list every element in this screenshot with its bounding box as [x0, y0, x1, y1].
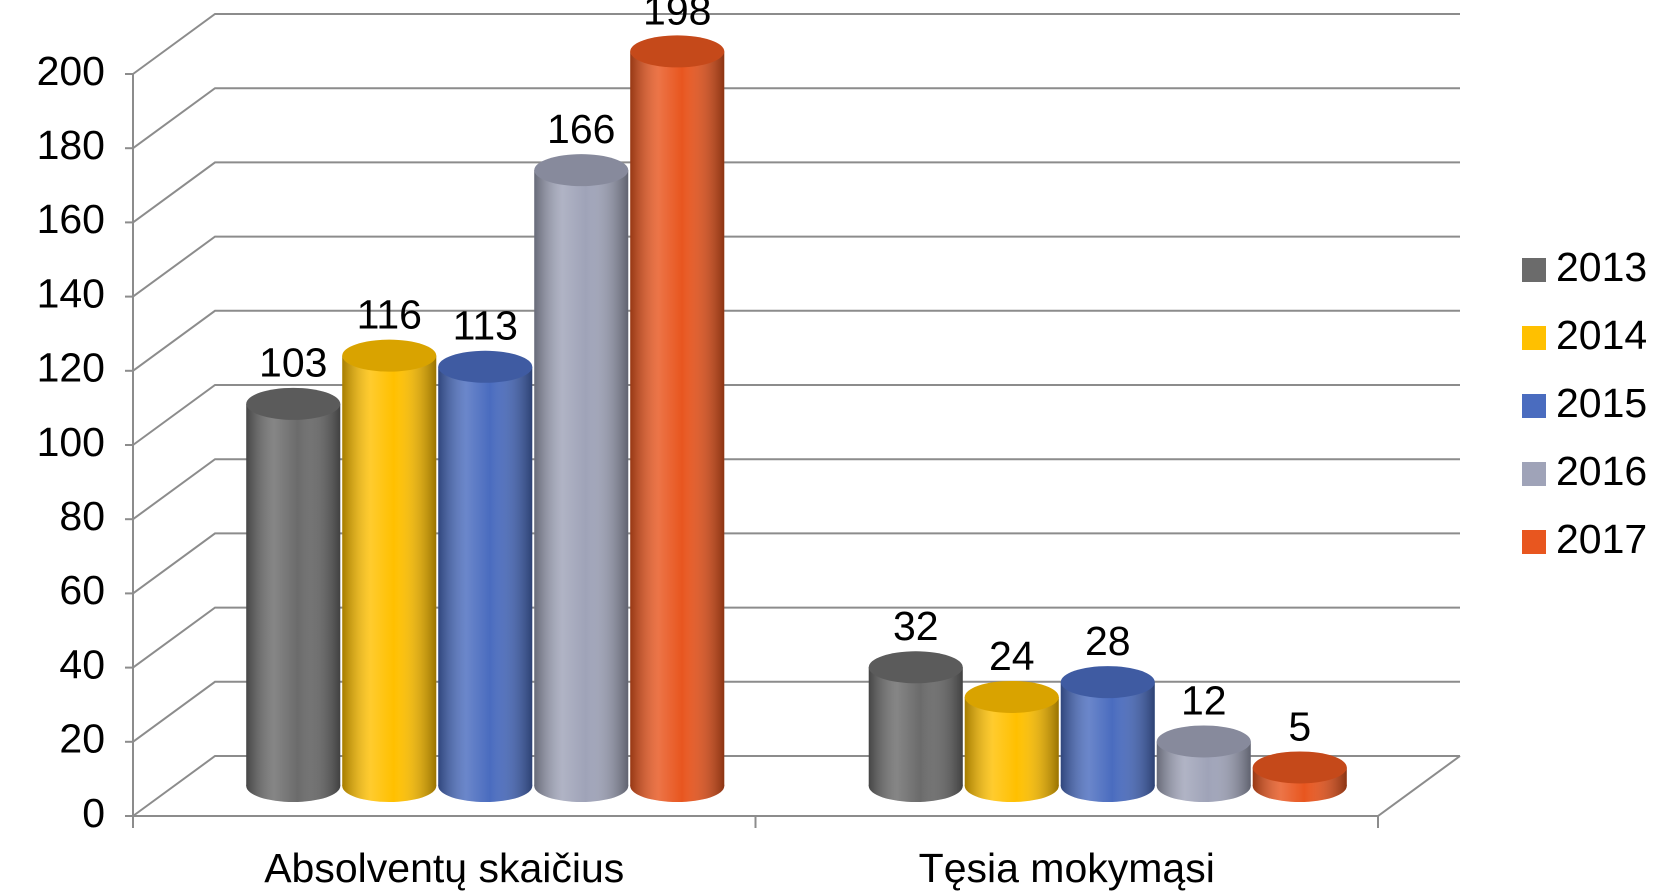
y-tick-label: 20 [59, 716, 105, 762]
grid-line [132, 161, 1460, 224]
bar-top [1156, 725, 1251, 758]
bar-top [1060, 666, 1155, 699]
data-label: 113 [453, 303, 518, 349]
bar-shade [438, 366, 533, 786]
bar-shade [1060, 682, 1155, 786]
bar-top-shade [1060, 666, 1155, 699]
data-label: 12 [1181, 677, 1227, 723]
legend-label: 2014 [1556, 312, 1647, 358]
y-tick-label: 60 [59, 567, 105, 613]
bar-top-shade [246, 387, 341, 420]
legend-swatch [1522, 258, 1546, 282]
bar-top-shade [868, 651, 963, 684]
legend-label: 2017 [1556, 516, 1647, 562]
data-label: 166 [547, 106, 615, 152]
bar-top [246, 387, 341, 420]
legend-swatch [1522, 530, 1546, 554]
y-tick-label: 0 [82, 790, 105, 836]
legend-swatch [1522, 462, 1546, 486]
grid-line [132, 87, 1460, 150]
data-label: 116 [357, 291, 422, 337]
bar-top [630, 35, 725, 68]
bar-top [1252, 751, 1347, 784]
data-label: 198 [643, 0, 711, 33]
grid-line [132, 384, 1460, 446]
y-tick-label: 180 [37, 122, 105, 168]
x-tick-label: Tęsia mokymąsi [919, 845, 1215, 891]
y-tick-label: 120 [37, 345, 105, 391]
bar-top-shade [964, 680, 1059, 713]
bar-top-shade [534, 154, 629, 187]
grid-line [132, 235, 1460, 298]
data-label: 28 [1085, 618, 1131, 664]
grid-line [132, 680, 1460, 743]
grid-line [132, 532, 1460, 595]
data-label: 5 [1288, 703, 1311, 749]
bar-top-shade [1156, 725, 1251, 758]
legend-label: 2015 [1556, 380, 1647, 426]
data-label: 103 [259, 340, 327, 386]
bar-shade [246, 403, 341, 786]
legend-swatch [1522, 326, 1546, 350]
data-label: 32 [893, 603, 939, 649]
grid-line [132, 458, 1460, 521]
bar-top [342, 339, 437, 372]
y-tick-label: 80 [59, 493, 105, 539]
bar-top [438, 350, 533, 383]
y-tick-label: 200 [37, 48, 105, 94]
data-label: 24 [989, 633, 1035, 679]
bar-shade [630, 51, 725, 787]
y-tick-label: 100 [37, 419, 105, 465]
bar-top-shade [342, 339, 437, 372]
grid-line [132, 606, 1460, 669]
grid-line [132, 13, 1460, 75]
legend-label: 2016 [1556, 448, 1647, 494]
y-tick-label: 140 [37, 270, 105, 316]
y-tick-label: 160 [37, 196, 105, 242]
x-tick-label: Absolventų skaičius [264, 845, 624, 891]
grid-line [132, 309, 1460, 372]
bar-top [868, 651, 963, 684]
bar-top-shade [1252, 751, 1347, 784]
bar-top-shade [630, 35, 725, 68]
legend-label: 2013 [1556, 244, 1647, 290]
bar-top [964, 680, 1059, 713]
bar-top [534, 154, 629, 187]
bar-shade [534, 170, 629, 786]
legend-swatch [1522, 394, 1546, 418]
y-tick-label: 40 [59, 641, 105, 687]
bar-shade [868, 667, 963, 786]
bar-shade [342, 355, 437, 786]
bar-top-shade [438, 350, 533, 383]
